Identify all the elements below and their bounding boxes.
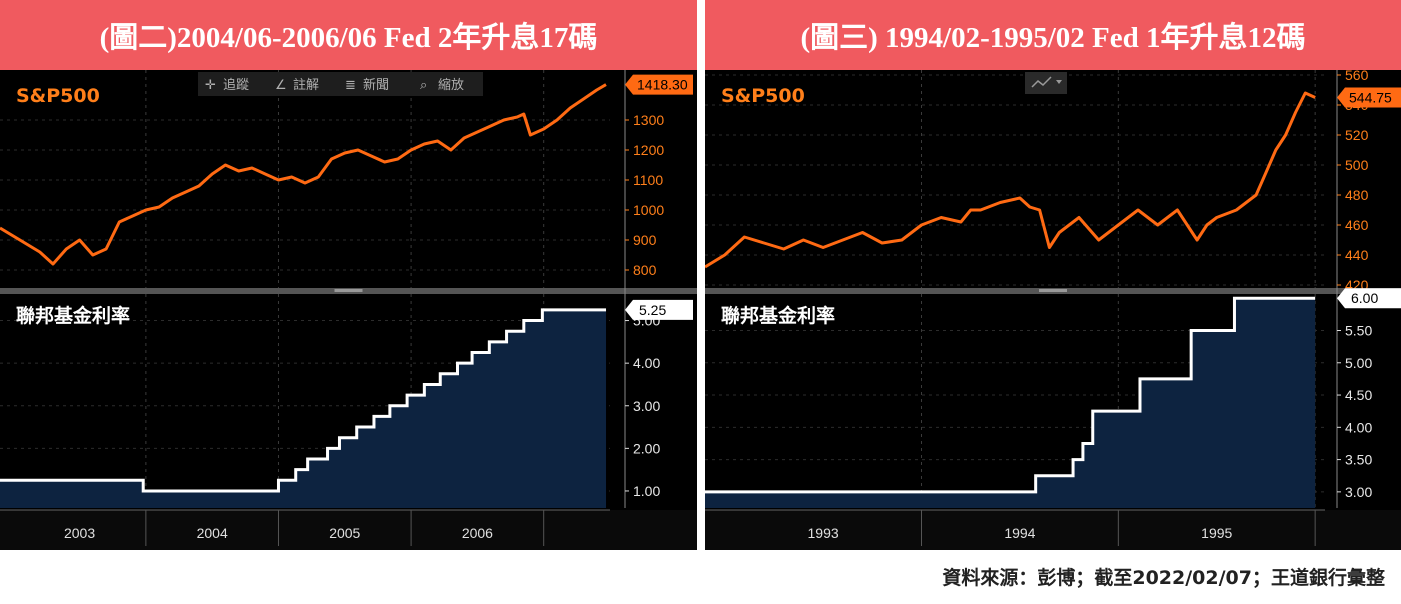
x-tick-label: 2005 <box>329 525 360 541</box>
y-tick-label-sp: 440 <box>1345 247 1369 263</box>
sp500-last-value: 544.75 <box>1349 90 1392 106</box>
y-tick-label-sp: 1000 <box>633 202 664 218</box>
chart-panel-2004: (圖二)2004/06-2006/06 Fed 2年升息17碼 800 900 10… <box>0 0 697 550</box>
y-tick-label-rate: 3.00 <box>633 398 660 414</box>
sp500-label: S&P500 <box>721 85 805 107</box>
y-tick-label-sp: 500 <box>1345 157 1369 173</box>
chart-toolbar <box>198 72 483 96</box>
y-tick-label-rate: 2.00 <box>633 440 660 456</box>
y-tick-label-sp: 460 <box>1345 217 1369 233</box>
sp500-series-line <box>0 83 607 266</box>
rate-last-value: 6.00 <box>1351 290 1378 306</box>
toolbar-track-icon[interactable]: ✛ <box>205 78 216 93</box>
pane-divider-handle[interactable] <box>1039 289 1067 292</box>
rate-last-value-tag <box>625 299 693 320</box>
x-tick-label: 2004 <box>197 525 228 541</box>
y-tick-label-rate: 4.00 <box>1345 419 1372 435</box>
y-tick-label-rate: 1.00 <box>633 483 660 499</box>
y-tick-label-sp: 1300 <box>633 112 664 128</box>
sp500-series-line <box>705 91 1316 269</box>
rate-last-value: 5.25 <box>639 302 666 318</box>
toolbar-track-button[interactable]: 追蹤 <box>223 77 249 93</box>
y-tick-label-rate: 3.50 <box>1345 452 1372 468</box>
line-chart-icon <box>1031 76 1052 88</box>
chart-title-2004: (圖二)2004/06-2006/06 Fed 2年升息17碼 <box>0 0 697 70</box>
sp500-last-value-tag <box>1337 87 1401 108</box>
chart-panel-1994: (圖三) 1994/02-1995/02 Fed 1年升息12碼 420 440 4… <box>705 0 1401 550</box>
sp500-label: S&P500 <box>16 85 100 107</box>
y-tick-label-rate: 4.50 <box>1345 387 1372 403</box>
x-axis-strip <box>0 510 697 550</box>
sp500-last-value-tag <box>625 74 693 95</box>
toolbar-zoom-icon[interactable]: ⌕ <box>420 78 427 93</box>
chart-1994-svg: 420440460480500520540560544.75S&P5003.00… <box>705 70 1401 550</box>
y-tick-label-sp: 560 <box>1345 70 1369 83</box>
toolbar-annotate-icon[interactable]: ∠ <box>275 78 287 93</box>
pane-divider-handle[interactable] <box>334 289 363 292</box>
toolbar-annotate-button[interactable]: 註解 <box>293 78 319 93</box>
x-tick-label: 1993 <box>808 525 839 541</box>
toolbar-zoom-button[interactable]: 縮放 <box>438 77 464 93</box>
y-tick-label-sp: 480 <box>1345 187 1369 203</box>
source-note: 資料來源：彭博；截至2022/02/07；王道銀行彙整 <box>942 567 1385 589</box>
y-tick-label-rate: 3.00 <box>1345 484 1372 500</box>
x-tick-label: 1994 <box>1004 525 1035 541</box>
toolbar-news-button[interactable]: 新聞 <box>363 77 389 93</box>
rate-step-line <box>0 308 607 493</box>
y-tick-label-sp: 900 <box>633 232 657 248</box>
x-tick-label: 2006 <box>462 525 493 541</box>
y-tick-label-sp: 1100 <box>633 172 663 188</box>
chart-title-1994: (圖三) 1994/02-1995/02 Fed 1年升息12碼 <box>705 0 1401 70</box>
rate-step-line <box>705 296 1316 494</box>
y-tick-label-rate: 5.50 <box>1345 323 1372 339</box>
y-tick-label-sp: 520 <box>1345 127 1369 143</box>
x-axis-strip <box>705 510 1401 550</box>
chart-2004-svg: 800 900 1000 1100 1200 1300 1418.30 S&P500 ✛ 追蹤 ∠ 註… <box>0 70 697 550</box>
x-tick-label: 1995 <box>1201 525 1232 541</box>
fed-funds-rate-label: 聯邦基金利率 <box>721 304 835 327</box>
x-tick-label: 2003 <box>64 525 95 541</box>
sp500-last-value: 1418.30 <box>637 77 688 93</box>
rate-area-fill <box>705 298 1316 508</box>
toolbar-news-icon[interactable]: ≣ <box>345 78 356 93</box>
rate-last-value-tag <box>1337 288 1401 309</box>
y-tick-label-rate: 4.00 <box>633 355 660 371</box>
y-tick-label-rate: 5.00 <box>1345 355 1372 371</box>
fed-funds-rate-label: 聯邦基金利率 <box>16 304 130 327</box>
y-tick-label-sp: 800 <box>633 262 657 278</box>
y-tick-label-sp: 1200 <box>633 142 664 158</box>
chevron-down-icon <box>1056 80 1062 84</box>
rate-area-fill <box>0 309 607 508</box>
